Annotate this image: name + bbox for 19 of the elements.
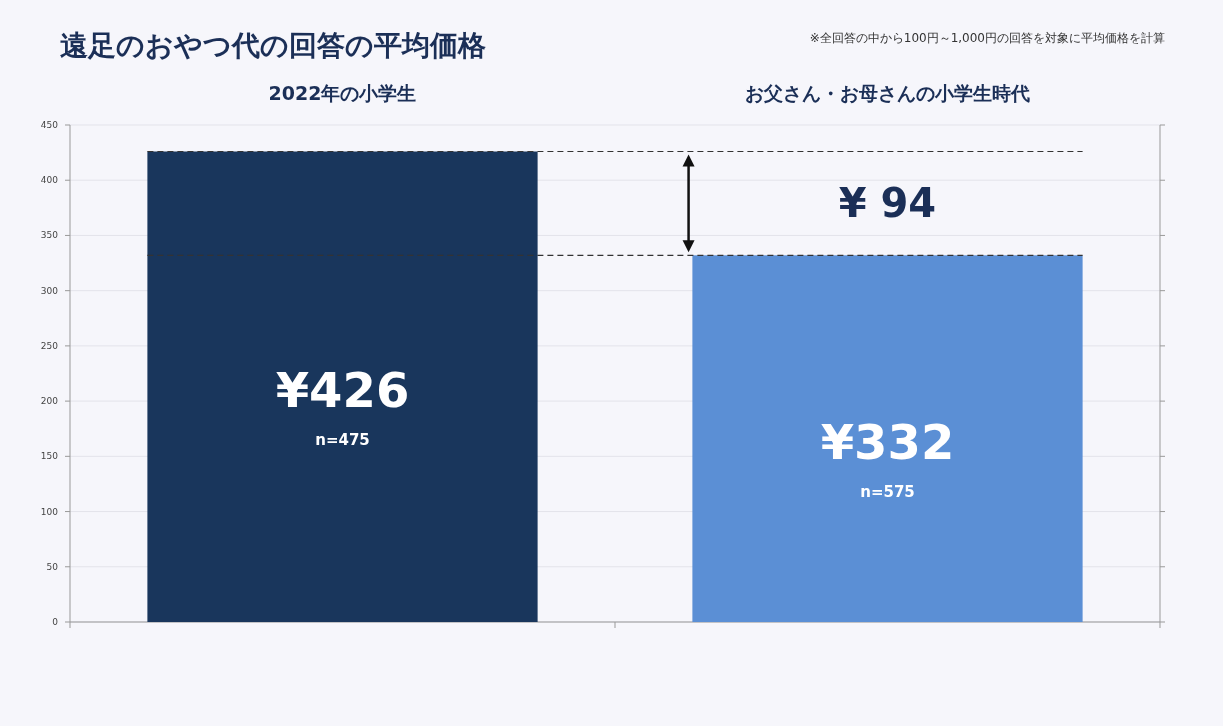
annotation: n=575 [860, 482, 915, 501]
y-tick-label: 0 [52, 617, 59, 627]
data-label: ¥426 [275, 361, 410, 418]
annotation: n=475 [315, 430, 370, 449]
y-tick-label: 300 [40, 285, 59, 296]
y-tick-label: 250 [40, 340, 59, 351]
y-tick-label: 150 [40, 451, 59, 462]
y-tick-label: 350 [40, 230, 59, 241]
y-tick-label: 200 [40, 396, 59, 407]
annotation: ¥ 94 [838, 180, 937, 227]
y-tick-label: 450 [40, 120, 59, 130]
x-tick-label: お父さん・お母さんの小学生時代 [745, 82, 1030, 104]
data-label: ¥332 [820, 413, 955, 470]
y-tick-label: 50 [46, 561, 59, 572]
chart-title: 遠足のおやつ代の回答の平均価格 [60, 29, 486, 62]
y-tick-label: 400 [40, 175, 59, 186]
x-tick-label: 2022年の小学生 [268, 82, 417, 104]
y-tick-label: 100 [40, 506, 59, 517]
text: ※全回答の中から100円～1,000円の回答を対象に平均価格を計算 [809, 31, 1165, 45]
